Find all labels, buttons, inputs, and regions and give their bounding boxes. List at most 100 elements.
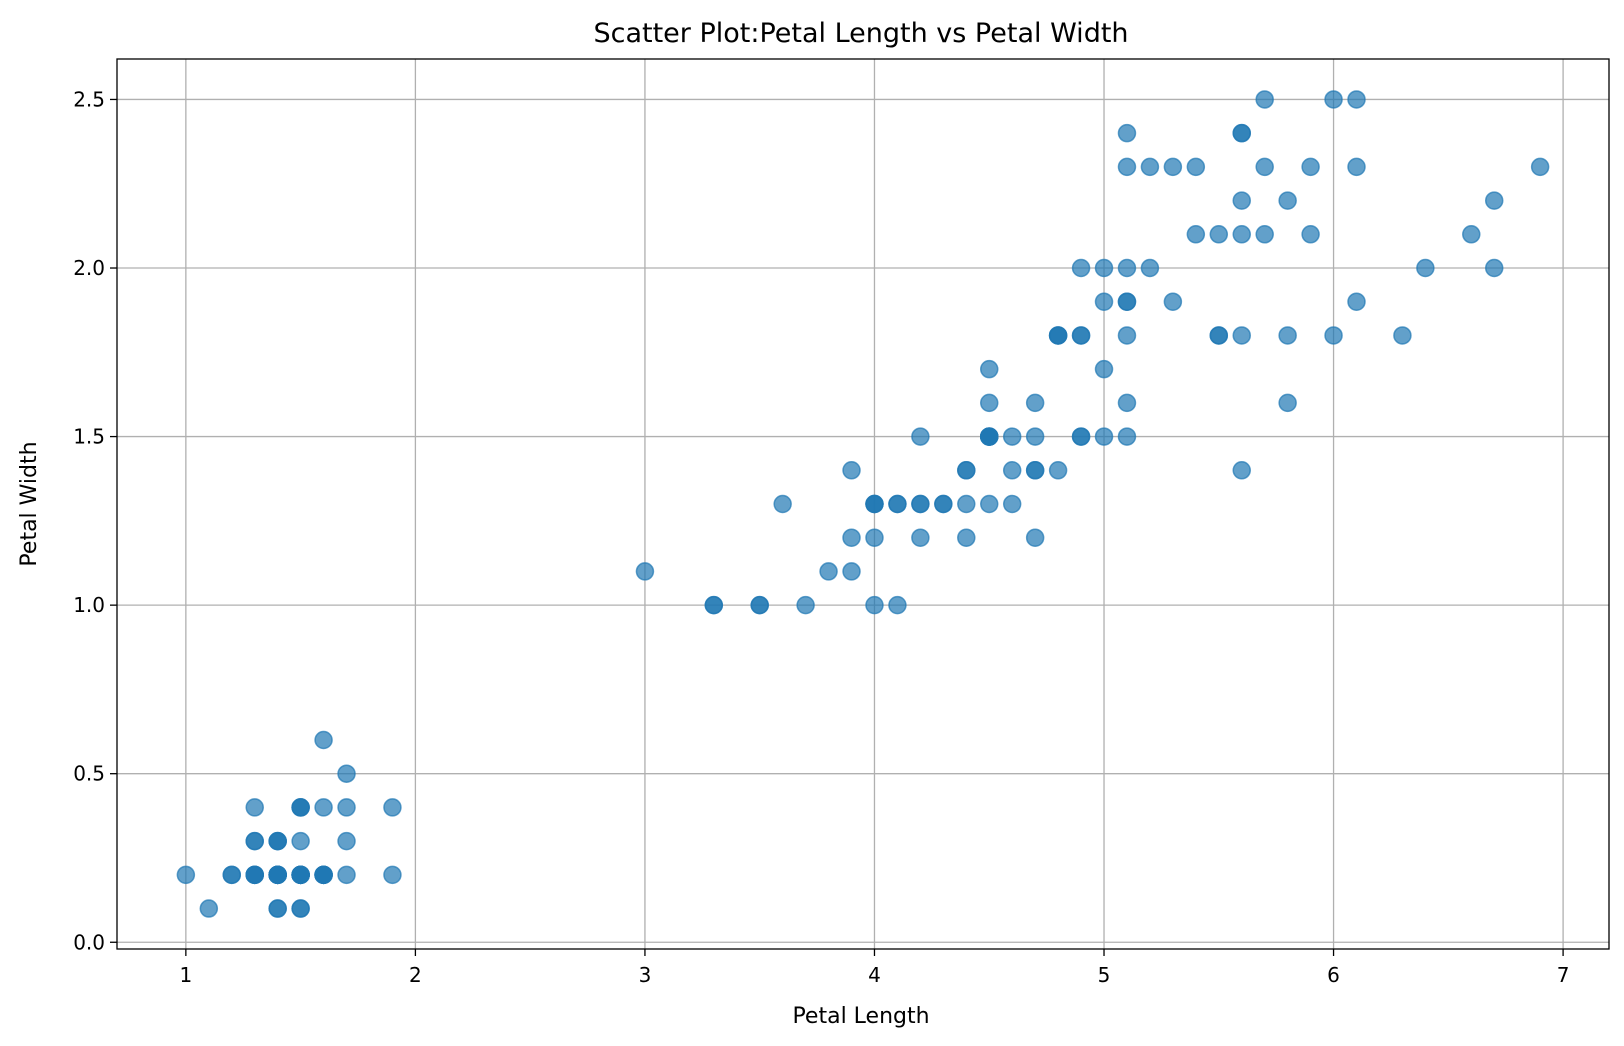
y-tick-label: 2.0 (73, 256, 105, 280)
data-point (1347, 292, 1366, 311)
data-point (773, 494, 792, 514)
data-point (1484, 191, 1504, 210)
data-point (865, 528, 884, 547)
data-point (337, 831, 356, 851)
data-point (1025, 528, 1045, 547)
data-point (1094, 427, 1114, 446)
data-point (222, 865, 242, 885)
data-point (1117, 292, 1137, 311)
data-point (979, 427, 999, 446)
data-point (314, 865, 333, 885)
y-axis-ticks: 0.0 0.5 1.0 1.5 2.0 2.5 (73, 87, 117, 954)
y-tick-label: 2.5 (73, 87, 105, 111)
data-point (1324, 90, 1343, 109)
x-axis-label: Petal Length (792, 1004, 929, 1029)
data-point (1025, 461, 1045, 480)
data-point (957, 528, 976, 547)
data-point (1393, 326, 1412, 345)
data-point (383, 798, 402, 817)
data-point (1462, 225, 1481, 244)
data-point (865, 494, 884, 514)
y-tick-label: 1.5 (73, 425, 105, 449)
data-point (1163, 157, 1183, 177)
data-point (1025, 427, 1045, 446)
data-point (704, 595, 724, 615)
data-point (1071, 326, 1091, 345)
data-point (314, 730, 333, 750)
data-point (842, 528, 861, 547)
data-point (1117, 157, 1137, 177)
data-point (1186, 225, 1206, 244)
x-tick-label: 1 (179, 963, 192, 987)
data-point (291, 831, 310, 851)
x-tick-label: 2 (409, 963, 422, 987)
x-tick-label: 3 (639, 963, 652, 987)
data-point (1186, 157, 1206, 177)
data-point (291, 865, 310, 885)
data-point (842, 562, 861, 581)
data-point (1140, 258, 1160, 278)
data-point (1048, 461, 1068, 480)
data-point (1117, 393, 1137, 413)
data-point (842, 461, 861, 480)
data-point (383, 865, 402, 885)
x-tick-label: 6 (1327, 963, 1340, 987)
data-point (314, 798, 333, 817)
data-point (865, 595, 884, 615)
x-tick-label: 4 (868, 963, 881, 987)
data-point (911, 427, 930, 446)
data-point (1347, 90, 1366, 109)
data-point (245, 798, 264, 817)
data-point (1209, 225, 1229, 244)
plot-frame (116, 58, 1610, 950)
data-point (1140, 157, 1160, 177)
data-point (176, 865, 196, 885)
data-point (1278, 393, 1297, 413)
data-point (1117, 123, 1137, 143)
data-point (1002, 427, 1022, 446)
data-point (635, 562, 655, 581)
data-point (1232, 225, 1251, 244)
data-point (911, 528, 930, 547)
data-point (1255, 90, 1274, 109)
data-point (1025, 393, 1045, 413)
data-points (176, 90, 1550, 918)
data-point (1324, 326, 1343, 345)
data-point (1278, 326, 1297, 345)
data-point (911, 494, 930, 514)
data-point (796, 595, 815, 615)
data-point (1255, 225, 1274, 244)
data-point (1117, 258, 1137, 278)
data-point (1071, 258, 1091, 278)
data-point (1117, 326, 1137, 345)
data-point (1094, 359, 1114, 379)
data-point (979, 359, 999, 379)
y-tick-label: 0.5 (73, 762, 105, 786)
data-point (245, 865, 264, 885)
data-point (1232, 123, 1251, 143)
data-point (1232, 326, 1251, 345)
y-tick-label: 1.0 (73, 593, 105, 617)
y-axis-label: Petal Width (17, 441, 42, 566)
data-point (1347, 157, 1366, 177)
data-point (337, 764, 356, 783)
data-point (291, 899, 310, 918)
data-point (1301, 157, 1320, 177)
data-point (268, 899, 287, 918)
data-point (1163, 292, 1183, 311)
data-point (1002, 461, 1022, 480)
x-tick-label: 7 (1557, 963, 1570, 987)
data-point (957, 461, 976, 480)
y-tick-label: 0.0 (73, 930, 105, 954)
data-point (1301, 225, 1320, 244)
data-point (888, 595, 907, 615)
data-point (819, 562, 838, 581)
x-axis-ticks: 1 2 3 4 5 6 7 (179, 949, 1569, 987)
data-point (245, 831, 264, 851)
data-point (1209, 326, 1229, 345)
data-point (1071, 427, 1091, 446)
data-point (268, 831, 287, 851)
chart-title: Scatter Plot:Petal Length vs Petal Width (593, 18, 1128, 49)
